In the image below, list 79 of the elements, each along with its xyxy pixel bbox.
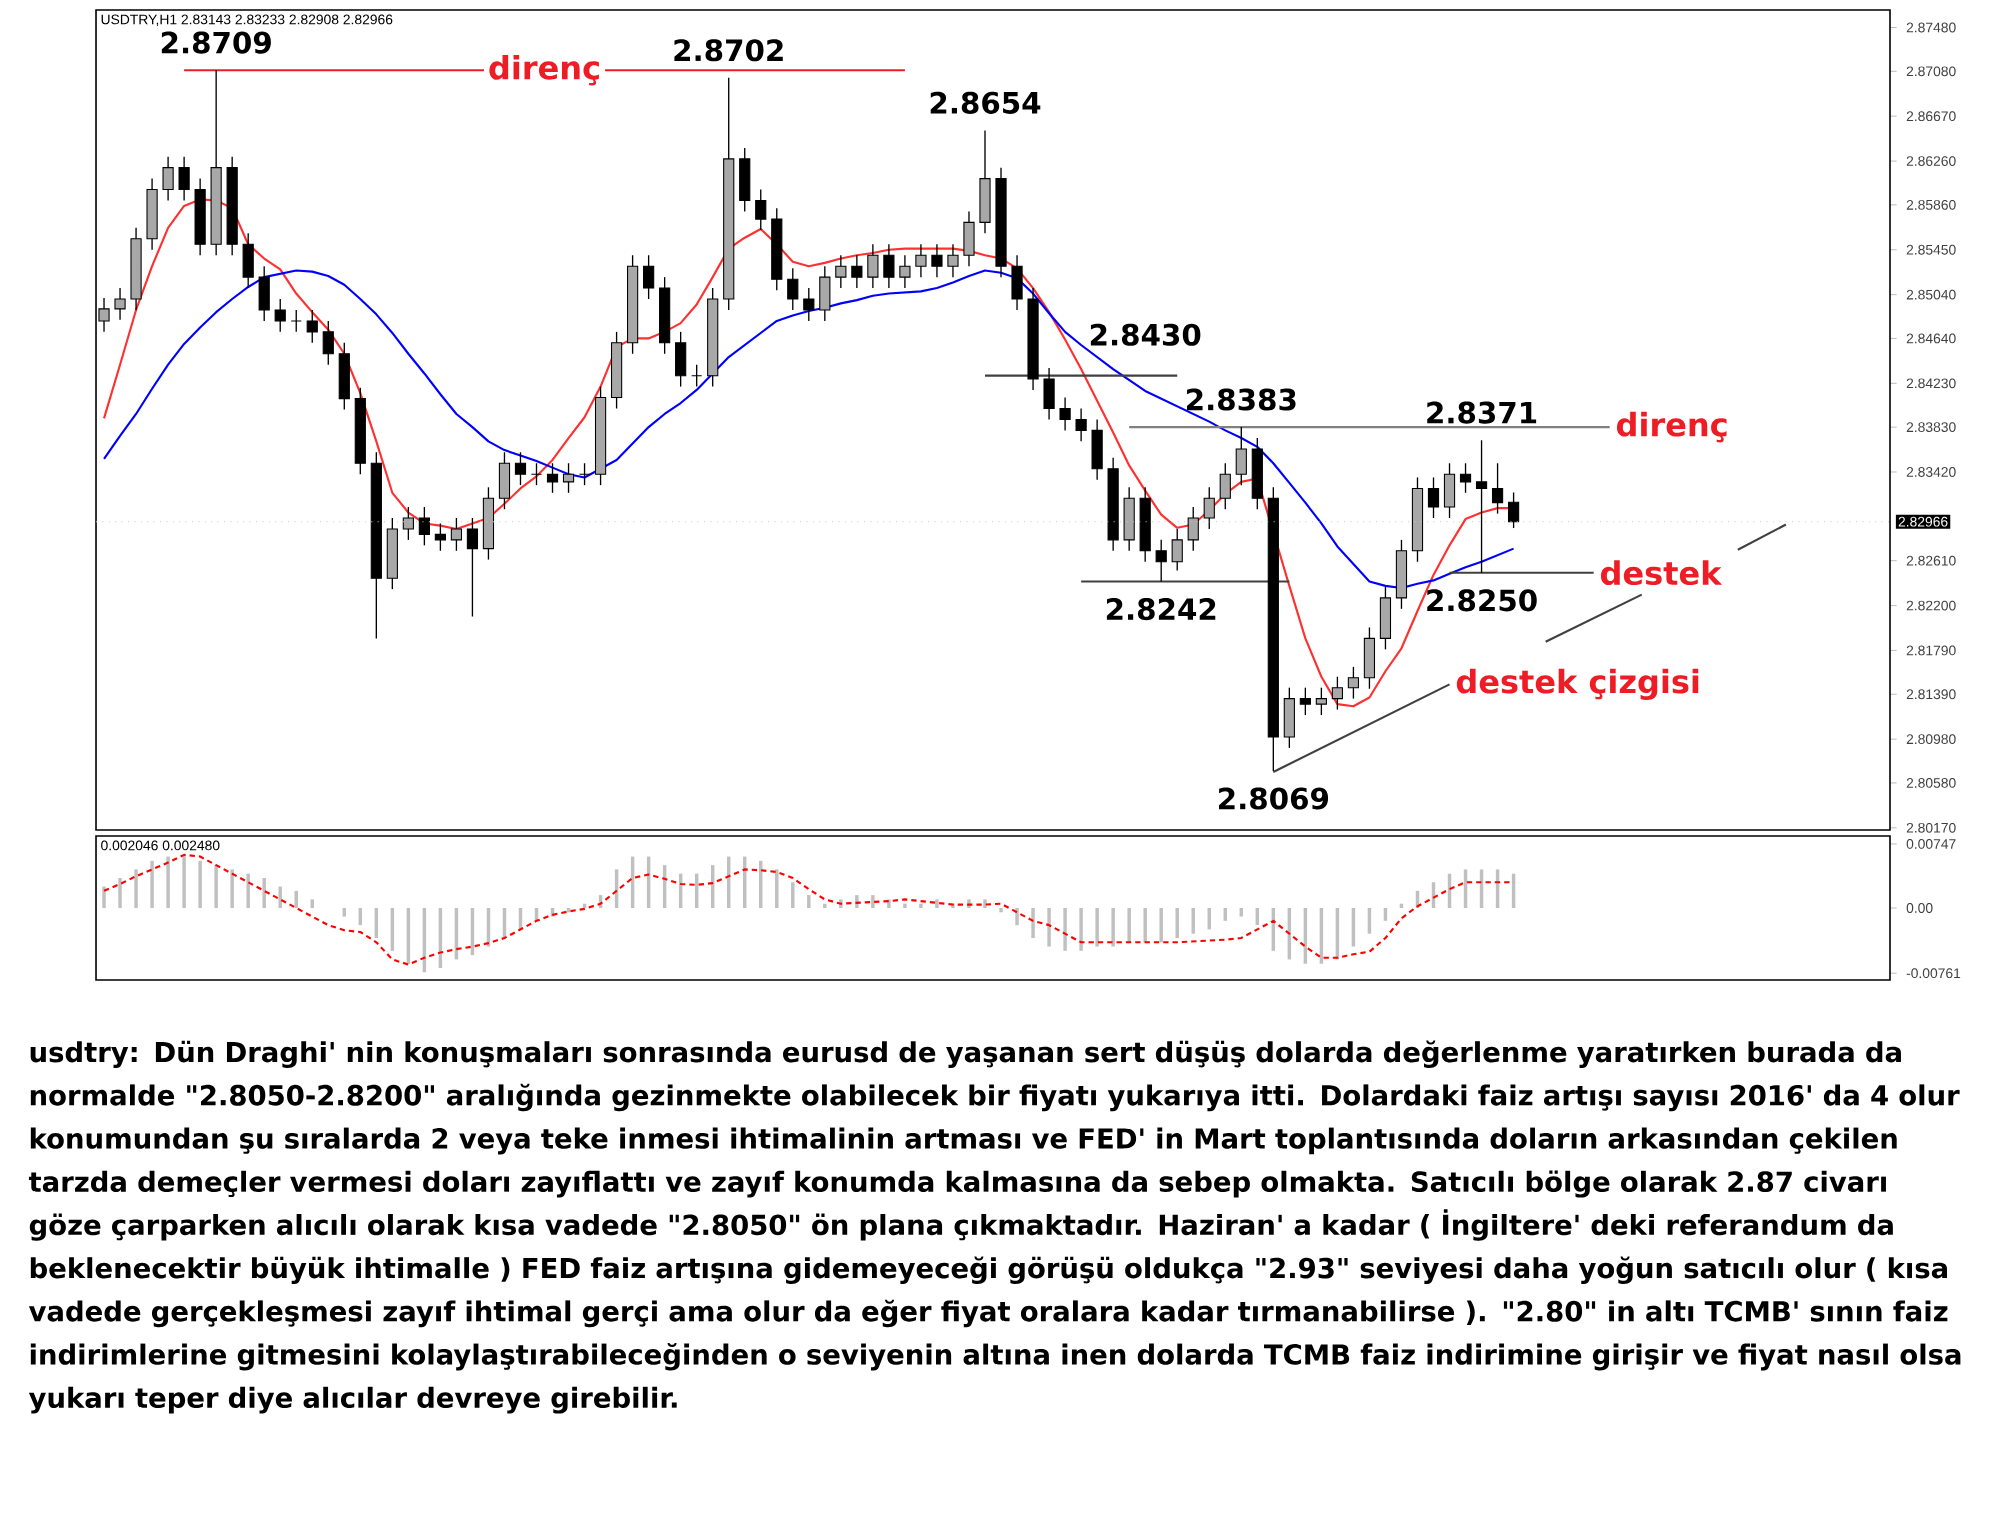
candlestick [1075,407,1087,443]
candlestick [1395,539,1408,610]
candlestick [1491,462,1504,515]
candlestick [1347,666,1360,700]
candlestick [1123,486,1135,552]
series-label: direnç [1616,411,1727,443]
candlestick [514,451,527,486]
series-label: destek çizgisi [1456,668,1699,700]
candlestick [450,517,463,552]
annotation: 2.8242 [1106,598,1216,621]
candlestick [739,147,751,213]
candlestick [755,188,767,231]
candlestick [803,287,815,322]
candlestick [434,522,446,552]
candlestick [963,210,975,267]
candlestick [1331,676,1343,711]
candlestick [1203,486,1215,530]
candlestick [322,320,334,366]
candlestick [466,517,479,618]
candlestick [402,506,414,541]
candlestick [883,243,895,289]
candlestick [947,243,959,278]
candlestick [1043,367,1055,421]
candlestick [162,156,174,202]
candlestick [1363,626,1376,690]
candlestick [643,254,655,300]
candlestick [578,462,591,486]
candlestick [915,243,927,278]
candlestick [979,129,991,235]
candlestick [1219,462,1231,510]
series-label: direnç [489,54,599,86]
candlestick [290,309,302,333]
candlestick [1155,539,1167,583]
candlestick [258,265,270,322]
candlestick [851,254,863,289]
candlestick [1171,528,1183,572]
candlestick [1283,687,1295,749]
candlestick [114,287,126,321]
series-label: destek [1600,560,1723,586]
candlestick [274,298,286,333]
candlestick [562,462,575,494]
candlestick [1507,491,1520,529]
candlestick [835,254,847,289]
candlestick [1315,687,1327,716]
candlestick [1443,462,1456,519]
annotation: 2.8709 [161,31,271,54]
candlestick [1091,418,1103,481]
candlestick [242,232,254,289]
candlestick [530,462,543,486]
text: usdtry: Dün Draghi' nin konuşmaları sonrasında eurusd de yaşanan sert düşüş dolarda değerlenme yaratırken burada da normalde "2.8050-2.8200" aralığında gezinmekte olabilecek bir fiyatı yukarıya itti. Dolardaki faiz artışı sayısı 2016' da 4 olur konumundan şu sıralarda 2 veya teke inmesi ihtimalinin artması ve FED' in Mart toplantısında doların arkasından çekilen tarzda demeçler vermesi doları zayıflattı ve zayıf konumda kalmasına da sebep olmakta. Satıcılı bölge olarak 2.87 civarı göze çarparken alıcılı olarak kısa vadede "2.8050" ön plana çıkmaktadır. Haziran' a kadar ( İngiltere' deki referandum da beklenecektir büyük ihtimalle ) FED faiz artışına gidemeyeceği görüşü oldukça "2.93" seviyesi daha yoğun satıcılı olur ( kısa vadede gerçekleşmesi zayıf ihtimal gerçi ama olur da eğer fiyat oralara kadar tırmanabilirse ). "2.80" in altı TCMB' sının faiz indirimlerine gitmesini kolaylaştırabileceğinden o seviyenin altına inen dolarda TCMB faiz indirimine girişir ve fiyat nasıl olsa yukarı teper diye alıcılar devreye girebilir. [28,1040,1961,1414]
candlestick [867,243,879,289]
annotation: 2.8654 [930,91,1041,114]
candlestick [178,156,190,202]
candlestick [1235,426,1247,486]
annotation: 2.8383 [1186,388,1296,411]
annotation: 2.8250 [1427,589,1537,612]
candlestick [338,342,350,411]
candlestick [1427,476,1440,519]
annotation: 2.8371 [1427,401,1537,424]
annotation: 2.8430 [1090,323,1201,346]
candlestick [1011,254,1023,311]
candlestick [418,506,430,547]
candlestick [1475,439,1488,574]
candlestick [1299,687,1311,716]
candlestick [931,243,943,278]
candlestick [691,364,703,388]
candlestick [1459,462,1472,494]
candlestick [1379,586,1392,651]
candlestick [306,309,318,344]
candlestick [819,265,831,322]
candlestick [1059,396,1071,432]
candlestick [675,331,687,388]
annotation: 2.8069 [1219,787,1329,810]
candlestick [787,267,799,311]
candlestick [546,462,559,494]
candlestick [1187,506,1199,552]
candlestick [899,254,911,289]
candlestick [498,451,511,510]
annotation: 2.8702 [674,39,783,62]
